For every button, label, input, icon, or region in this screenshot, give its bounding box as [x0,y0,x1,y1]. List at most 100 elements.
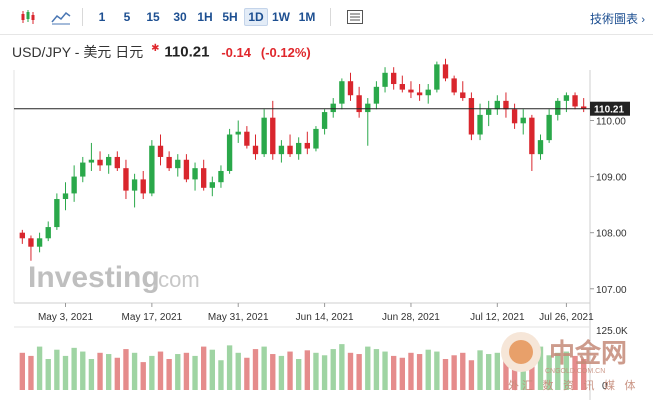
candle-body [62,193,69,200]
volume-bar [468,360,475,390]
candle-body [408,89,414,93]
volume-bar [296,359,302,390]
cngold-overlay-logo: 中金网 CNGOLD.COM.CN 外汇 数 资 讯 媒 体 [501,332,635,392]
volume-bar [313,352,319,390]
volume-bar [330,349,336,390]
time-tick-label: May 17, 2021 [122,312,183,323]
candle-body [201,168,207,188]
volume-bar [365,346,371,390]
candle-body [235,131,241,135]
interval-1m-button[interactable]: 1M [298,10,316,24]
volume-bar [80,351,86,390]
candle-body [218,170,224,183]
last-price-tag [590,101,630,116]
candle-body [460,92,466,99]
interval-15-button[interactable]: 15 [146,10,160,24]
candle-body [36,238,43,247]
volume-bar [546,355,552,390]
interval-30-button[interactable]: 30 [173,10,187,24]
candle-body [209,182,215,188]
volume-bar [36,346,43,390]
quote-header: USD/JPY - 美元 日元 ✱ 110.21 -0.14 (-0.12%) [12,42,311,61]
volume-bar [278,355,285,390]
volume-bar [270,354,276,390]
volume-bar [581,359,587,390]
chart-toolbar: 1 5 15 30 1H 5H 1D 1W 1M 技術圖表 › [0,0,653,35]
price-change: -0.14 [221,44,251,60]
time-axis-ticks: May 3, 2021 May 17, 2021 May 31, 2021 Jun 1… [38,303,594,323]
candle-body [192,168,198,180]
candle-body [244,131,250,146]
candle-body [123,168,129,191]
volume-bar [529,352,535,390]
technical-chart-link[interactable]: 技術圖表 › [590,10,645,27]
price-down-icon: ✱ [151,42,160,54]
candle-body [97,159,103,166]
last-price: 110.21 [164,43,210,61]
volume-bar [45,359,51,390]
candle-body [28,238,34,247]
area-chart-icon[interactable] [50,7,72,27]
volume-bar [356,354,362,390]
candle-body [270,117,276,155]
toolbar-divider [82,8,83,26]
volume-bar [201,346,207,390]
price-axis-ticks: 110.00 109.00 108.00 107.00 [590,116,627,296]
time-tick-label: May 3, 2021 [38,312,93,323]
volume-bar [520,354,526,390]
volume-bar [106,354,112,390]
candlestick-chart-icon[interactable] [18,7,40,27]
volume-bar [451,355,457,390]
volume-bars [19,344,587,390]
interval-1-button[interactable]: 1 [98,10,106,24]
time-tick-label: Jun 28, 2021 [382,312,440,323]
candle-body [477,114,483,135]
interval-1h-button[interactable]: 1H [197,10,213,24]
volume-bar [157,351,164,390]
price-tick-label: 109.00 [596,173,627,184]
volume-tick-max: 125.0K [596,326,628,337]
time-tick-label: May 31, 2021 [208,312,269,323]
candle-body [416,92,423,96]
watermark-brand: Investing [28,261,160,294]
volume-bar [183,352,190,390]
volume-bar [235,352,241,390]
volume-bar [503,349,509,390]
volume-bar [218,360,224,390]
candle-body [451,78,457,93]
candle-body [434,64,440,90]
candle-body [520,117,526,124]
candle-body [529,117,535,155]
interval-1d-button[interactable]: 1D [244,8,268,26]
candle-body [304,142,310,149]
time-tick-label: Jul 12, 2021 [470,312,525,323]
volume-bar [244,357,250,390]
volume-bar [287,351,293,390]
price-tick-label: 110.00 [596,116,626,127]
volume-bar [114,357,120,390]
table-view-icon[interactable] [344,7,366,27]
volume-bar [399,357,405,390]
candle-body [106,156,112,166]
overlay-logo-text: 中金网 [549,338,627,369]
candle-body [486,109,492,115]
candle-body [356,95,362,113]
candle-body [226,134,233,171]
candle-body [537,140,544,155]
time-tick-label: Jun 14, 2021 [296,312,354,323]
volume-bar [382,351,388,390]
candle-body [313,128,319,149]
volume-bar [434,351,440,390]
candle-body [373,86,380,104]
candle-body [468,98,475,135]
interval-5-button[interactable]: 5 [123,10,131,24]
interval-1w-button[interactable]: 1W [272,10,290,24]
interval-5h-button[interactable]: 5H [222,10,238,24]
chevron-right-icon: › [641,14,645,26]
volume-bar [192,355,198,390]
volume-bar [226,345,233,390]
volume-bar [304,350,310,390]
candle-body [175,159,181,169]
instrument-name: USD/JPY - 美元 日元 [12,44,144,60]
